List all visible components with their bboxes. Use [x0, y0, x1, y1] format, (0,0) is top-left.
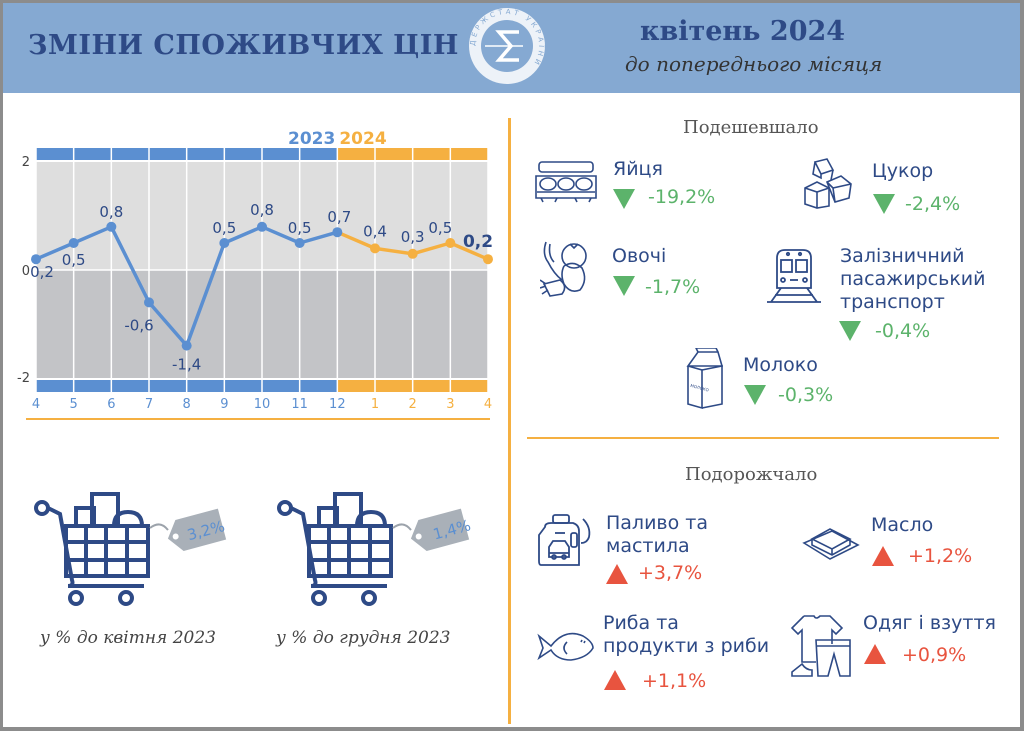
item-value-eggs: -19,2% [648, 186, 716, 208]
derzhstat-logo-icon: ДЕРЖСТАТ УКРАЇНИ [469, 8, 545, 84]
item-label-eggs: Яйця [613, 158, 663, 180]
decrease-arrow-icon [873, 194, 895, 214]
item-label-fuel: Паливо та мастила [606, 512, 708, 557]
item-label-butter: Масло [871, 514, 934, 536]
svg-text:11: 11 [291, 397, 308, 412]
svg-text:0,4: 0,4 [363, 222, 387, 240]
svg-text:-1,4: -1,4 [172, 356, 201, 374]
cart-icon-annual: 3,2% [34, 492, 227, 606]
svg-text:7: 7 [145, 397, 153, 412]
decrease-arrow-icon [613, 189, 635, 209]
increase-arrow-icon [872, 546, 894, 566]
item-value-butter: +1,2% [908, 545, 973, 567]
item-value-sugar: -2,4% [905, 193, 961, 215]
section-divider [527, 437, 999, 439]
svg-text:4: 4 [484, 397, 492, 412]
pricier-section-title: Подорожчало [685, 464, 818, 485]
item-label-clothes: Одяг і взуття [863, 612, 996, 634]
sugar-cubes-icon [804, 158, 852, 209]
chart-bottom-divider [26, 418, 490, 420]
cart-annual-caption: у % до квітня 2023 [40, 628, 216, 648]
svg-text:0,3: 0,3 [401, 228, 425, 246]
vertical-divider [508, 118, 511, 724]
increase-arrow-icon [604, 670, 626, 690]
item-value-fish: +1,1% [642, 670, 707, 692]
milk-carton-icon: МОЛОКО [686, 348, 724, 410]
svg-text:0,2: 0,2 [30, 263, 54, 281]
svg-text:3: 3 [446, 397, 454, 412]
svg-text:2023: 2023 [288, 129, 335, 149]
page-title: ЗМІНИ СПОЖИВЧИХ ЦІН [28, 30, 459, 61]
svg-text:2: 2 [22, 155, 30, 170]
item-label-fish: Риба та продукти з риби [603, 612, 770, 657]
decrease-arrow-icon [613, 276, 635, 296]
cart-icon-ytd: 1,4% [277, 492, 473, 606]
item-label-milk: Молоко [743, 354, 818, 376]
decrease-arrow-icon [839, 321, 861, 341]
cheaper-section-title: Подешевшало [683, 117, 819, 138]
svg-text:0,5: 0,5 [62, 251, 86, 269]
svg-text:2: 2 [409, 397, 417, 412]
egg-carton-icon [535, 161, 597, 203]
butter-icon [802, 528, 860, 560]
fish-icon [537, 632, 594, 661]
svg-text:МОЛОКО: МОЛОКО [690, 383, 709, 393]
svg-text:6: 6 [107, 397, 115, 412]
train-icon [767, 249, 821, 303]
item-value-clothes: +0,9% [902, 644, 967, 666]
svg-text:0,7: 0,7 [327, 208, 351, 226]
svg-text:5: 5 [70, 397, 78, 412]
cart-ytd-caption: у % до грудня 2023 [276, 628, 451, 648]
vegetables-icon [540, 241, 587, 297]
clothes-shoes-icon [790, 615, 851, 677]
svg-text:-0,6: -0,6 [124, 316, 153, 334]
svg-text:0,2: 0,2 [463, 232, 493, 252]
svg-text:9: 9 [220, 397, 228, 412]
svg-text:10: 10 [254, 397, 271, 412]
svg-text:0,5: 0,5 [428, 219, 452, 237]
period-subtitle: до попереднього місяця [625, 52, 883, 76]
svg-text:0,5: 0,5 [212, 219, 236, 237]
svg-text:12: 12 [329, 397, 346, 412]
svg-text:0,5: 0,5 [288, 219, 312, 237]
item-label-rail-transport: Залізничний пасажирський транспорт [840, 245, 986, 313]
svg-text:-2: -2 [17, 371, 30, 386]
svg-text:8: 8 [183, 397, 191, 412]
item-value-milk: -0,3% [778, 384, 834, 406]
item-value-vegetables: -1,7% [645, 276, 701, 298]
item-value-rail-transport: -0,4% [875, 320, 931, 342]
period-title: квітень 2024 [640, 16, 846, 47]
svg-text:1: 1 [371, 397, 379, 412]
item-label-vegetables: Овочі [612, 245, 667, 267]
svg-text:0,8: 0,8 [99, 203, 123, 221]
item-value-fuel: +3,7% [638, 562, 703, 584]
decrease-arrow-icon [744, 385, 766, 405]
svg-text:2024: 2024 [339, 129, 386, 149]
increase-arrow-icon [864, 644, 886, 664]
svg-text:4: 4 [32, 397, 40, 412]
svg-text:0: 0 [22, 264, 30, 279]
item-label-sugar: Цукор [872, 160, 934, 182]
fuel-canister-icon [538, 514, 591, 566]
svg-text:0,8: 0,8 [250, 201, 274, 219]
increase-arrow-icon [606, 564, 628, 584]
